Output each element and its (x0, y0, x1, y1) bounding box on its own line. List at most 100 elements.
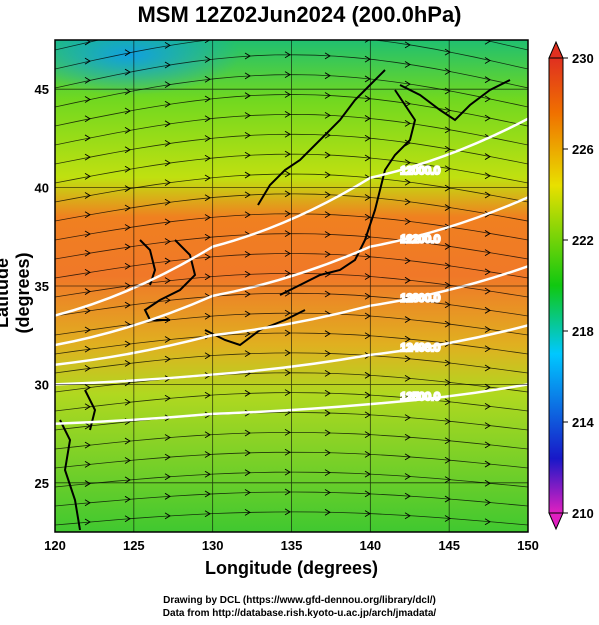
streamline-arrow (84, 441, 91, 449)
streamline-arrow (484, 40, 491, 45)
streamline-arrow (244, 52, 251, 60)
streamline-arrow (84, 115, 91, 123)
streamline-arrow (284, 468, 291, 476)
streamline-arrow (484, 383, 491, 391)
streamline-arrow (365, 17, 370, 23)
streamline-arrow (204, 490, 211, 498)
streamline-arrow (444, 107, 451, 114)
streamline-arrow (84, 172, 91, 180)
y-tick-label: 25 (35, 476, 49, 491)
streamline-arrow (164, 120, 171, 128)
streamline (55, 40, 528, 70)
streamline-arrow (444, 281, 451, 289)
streamline-arrow (84, 249, 91, 257)
streamline-arrow (404, 414, 411, 422)
streamline-arrow (164, 42, 171, 49)
streamline (55, 332, 528, 355)
streamline-arrow (324, 52, 331, 60)
streamline-arrow (164, 473, 171, 481)
streamline-arrow (404, 119, 411, 127)
streamline-arrow (284, 130, 291, 138)
streamline-arrow (84, 40, 91, 46)
streamline-arrow (204, 154, 211, 162)
streamline-arrow (484, 364, 491, 372)
streamline-arrow (84, 384, 91, 391)
streamline-arrow (284, 71, 291, 79)
streamline-arrow (84, 230, 91, 238)
streamline-arrow (444, 126, 451, 134)
y-tick-label: 35 (35, 279, 49, 294)
streamline-arrow (444, 145, 451, 153)
streamline-arrow (284, 51, 291, 59)
streamline-arrow (324, 72, 331, 80)
streamline (55, 94, 528, 127)
streamline-arrow (404, 139, 411, 147)
streamline-arrow (284, 230, 291, 238)
streamline-arrow (84, 345, 91, 353)
streamline-arrow (244, 489, 251, 496)
streamline-arrow (484, 422, 491, 430)
streamline-arrow (244, 112, 251, 119)
streamline-arrow (404, 178, 411, 186)
streamline-arrow (124, 165, 131, 173)
streamline-arrow (444, 165, 451, 173)
streamline-arrow (444, 456, 451, 464)
streamline-arrow (164, 159, 171, 167)
streamline-arrow (124, 49, 131, 57)
streamline-arrow (84, 307, 91, 315)
streamline-arrow (484, 57, 491, 64)
streamline-arrow (324, 111, 331, 119)
streamline-arrow (444, 320, 451, 328)
streamline-arrow (404, 61, 411, 68)
x-tick-label: 125 (123, 538, 145, 553)
streamline-arrow (204, 391, 211, 399)
streamline-arrow (325, 33, 330, 39)
streamline-arrow (84, 403, 91, 411)
streamline-arrow (84, 211, 91, 219)
streamline-arrow (84, 499, 91, 507)
streamline-arrow (484, 95, 491, 103)
streamline-arrow (324, 270, 331, 278)
streamline-arrow (285, 12, 290, 18)
streamline-arrow (84, 76, 91, 84)
streamline-arrow (484, 326, 491, 333)
streamline (55, 153, 528, 184)
credit-drawing: Drawing by DCL (https://www.gfd-dennou.o… (163, 595, 436, 606)
streamline-arrow (244, 191, 251, 199)
streamline-arrow (284, 309, 291, 317)
streamline-arrow (244, 92, 251, 100)
streamline-arrow (404, 41, 411, 49)
streamline-arrow (245, 33, 250, 39)
streamline-arrow (324, 171, 331, 179)
streamline-arrow (404, 512, 411, 520)
streamline-arrow (84, 153, 91, 161)
streamline-arrow (324, 409, 331, 417)
streamline-arrow (404, 198, 411, 206)
streamline-arrow (124, 224, 131, 231)
streamline-arrow (164, 336, 171, 343)
streamline-arrow (284, 349, 291, 357)
streamline-arrow (444, 437, 451, 445)
streamline-arrow (484, 268, 491, 276)
streamline-arrow (324, 508, 331, 516)
streamline-arrow (324, 231, 331, 238)
streamline-arrow (324, 151, 331, 159)
streamline-arrow (204, 273, 211, 281)
streamline-arrow (444, 68, 451, 75)
y-tick-label: 40 (35, 181, 49, 196)
streamline-arrow (444, 48, 451, 56)
streamline-arrow (205, 17, 210, 23)
streamline (55, 352, 528, 374)
streamline-arrow (484, 287, 491, 295)
streamline-arrow (84, 192, 91, 199)
streamline (55, 431, 528, 450)
streamline-arrow (84, 96, 91, 103)
streamline-arrow (164, 257, 171, 265)
streamline-arrow (164, 453, 171, 461)
x-tick-label: 120 (44, 538, 66, 553)
streamline-arrow (124, 107, 131, 115)
streamline-arrow (284, 110, 291, 118)
x-tick-label: 145 (438, 538, 460, 553)
streamline-arrow (204, 75, 211, 83)
streamline (55, 292, 528, 317)
